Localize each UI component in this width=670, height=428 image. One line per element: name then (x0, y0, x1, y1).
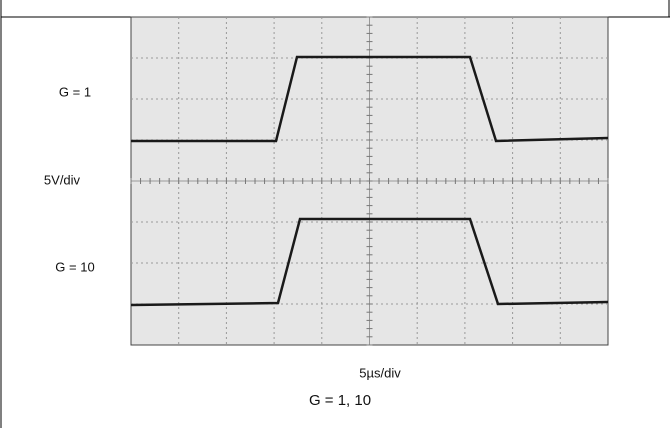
page: {"figure": {"labels": {"upper_trace": "G… (0, 0, 670, 428)
horizontal-scale-label: 5µs/div (359, 365, 401, 380)
lower-trace-label: G = 10 (55, 259, 94, 274)
caption: G = 1, 10 (309, 392, 371, 409)
vertical-scale-label: 5V/div (44, 172, 81, 187)
upper-trace-label: G = 1 (59, 84, 91, 99)
figure: G = 1 5V/div G = 10 5µs/div G = 1, 10 (0, 0, 670, 428)
